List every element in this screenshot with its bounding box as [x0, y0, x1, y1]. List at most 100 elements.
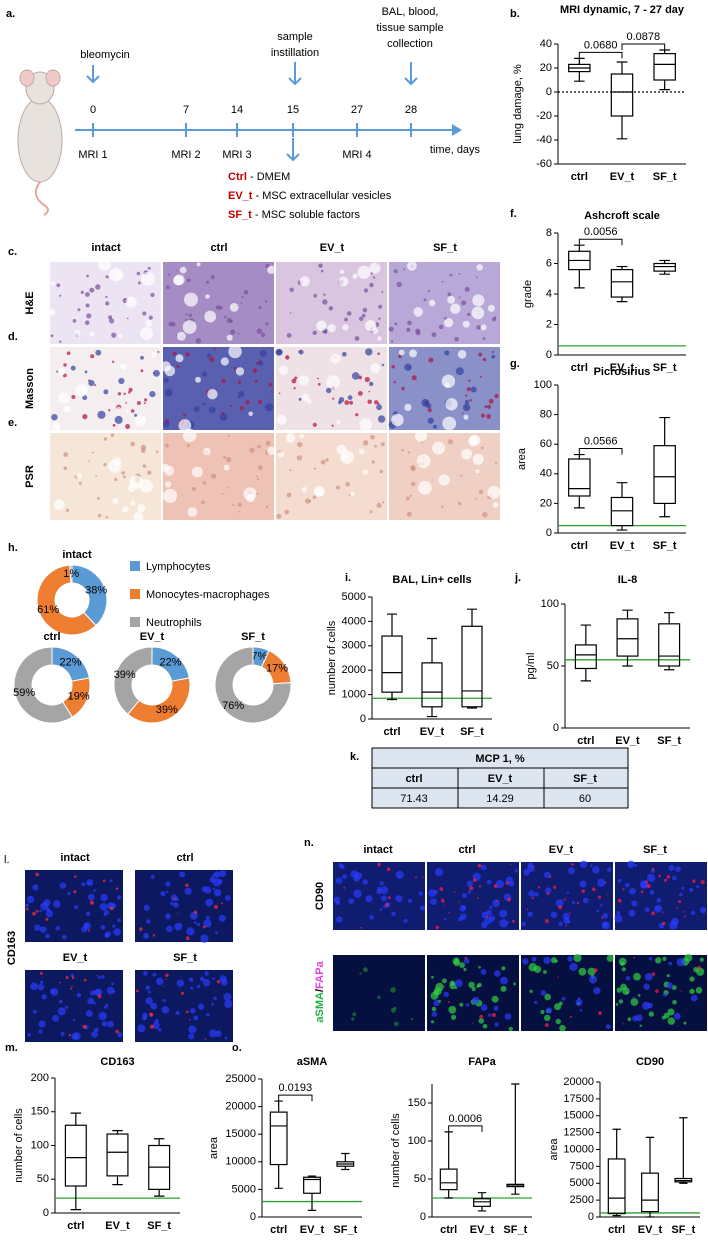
micrograph-feature	[256, 475, 258, 477]
value-label: 17%	[266, 663, 288, 675]
micrograph-feature	[210, 274, 215, 280]
mri-label: MRI 4	[342, 149, 371, 161]
micrograph-feature	[544, 993, 551, 1001]
micrograph-feature	[276, 349, 283, 356]
x-tick-label: ctrl	[571, 540, 588, 552]
x-tick-label: EV_t	[470, 1224, 495, 1236]
whisker	[645, 1211, 655, 1218]
x-tick-label: EV_t	[638, 1224, 663, 1236]
value-label: 7%	[251, 651, 267, 663]
micrograph-feature	[74, 875, 77, 878]
micrograph-feature	[666, 974, 670, 978]
micrograph-feature	[216, 874, 219, 878]
micrograph-feature	[342, 874, 348, 880]
micrograph-feature	[219, 413, 228, 421]
micrograph-feature	[441, 899, 445, 903]
y-tick-label: 1000	[342, 689, 366, 701]
micrograph-feature	[468, 981, 475, 988]
micrograph-feature	[430, 1020, 435, 1024]
micrograph-feature	[39, 909, 42, 913]
micrograph-feature	[265, 505, 269, 508]
micrograph-feature	[667, 1017, 675, 1025]
micrograph-feature	[133, 512, 144, 522]
event-arrow	[86, 65, 100, 84]
micrograph-feature	[130, 441, 136, 447]
micrograph-feature	[404, 363, 412, 371]
micrograph-feature	[676, 907, 679, 909]
micrograph-feature	[186, 927, 195, 936]
micrograph-feature	[394, 1021, 399, 1027]
micrograph-feature	[523, 869, 530, 876]
micrograph-feature	[30, 982, 38, 991]
micrograph-feature	[62, 934, 67, 940]
micrograph-feature	[618, 999, 624, 1004]
micrograph-feature	[482, 1024, 488, 1029]
micrograph-feature	[73, 890, 77, 894]
micrograph-feature	[74, 329, 81, 336]
micrograph-feature	[407, 898, 413, 904]
micrograph-feature	[338, 863, 344, 869]
legend-swatch	[130, 589, 140, 599]
micrograph-feature	[380, 442, 385, 447]
whisker	[574, 57, 585, 65]
micrograph-feature	[540, 990, 547, 996]
micrograph-feature	[95, 284, 101, 290]
micrograph-feature	[318, 263, 323, 268]
micrograph-feature	[130, 500, 136, 506]
micrograph-feature	[461, 300, 467, 306]
micrograph-feature	[286, 492, 292, 498]
micrograph-feature	[86, 879, 94, 886]
micrograph-feature	[206, 280, 210, 284]
micrograph-feature	[377, 352, 380, 356]
micrograph-feature	[672, 999, 677, 1005]
micrograph-feature	[51, 422, 61, 432]
micrograph-feature	[449, 982, 457, 990]
micrograph-feature	[147, 266, 151, 270]
micrograph-feature	[85, 303, 90, 308]
day-label: 14	[231, 104, 243, 116]
micrograph-feature	[169, 901, 174, 906]
micrograph-feature	[97, 994, 102, 999]
table-cell: 71.43	[400, 793, 428, 805]
micrograph-feature	[646, 883, 651, 889]
micrograph-feature	[428, 889, 436, 897]
micrograph-feature	[353, 875, 360, 882]
micrograph-feature	[401, 448, 405, 452]
micrograph-feature	[466, 1003, 470, 1007]
micrograph-feature	[444, 318, 454, 328]
micrograph-feature	[431, 975, 434, 979]
column-label: SF_t	[173, 952, 197, 964]
micrograph-feature	[203, 447, 211, 456]
micrograph-feature	[625, 976, 631, 981]
micrograph-feature	[369, 915, 374, 920]
micrograph-feature	[662, 993, 667, 997]
micrograph-feature	[360, 926, 363, 929]
micrograph-feature	[108, 268, 122, 282]
micrograph-feature	[491, 350, 494, 354]
micrograph-feature	[344, 400, 350, 405]
micrograph-feature	[237, 332, 240, 335]
y-tick-label: 5000	[232, 1183, 256, 1195]
micrograph-feature	[165, 890, 169, 893]
micrograph-feature	[338, 276, 349, 287]
micrograph-feature	[358, 448, 365, 455]
micrograph-feature	[434, 868, 444, 877]
micrograph-feature	[193, 910, 197, 914]
day-label: 7	[183, 104, 189, 116]
micrograph-feature	[413, 307, 424, 317]
micrograph-feature	[205, 898, 214, 907]
micrograph-feature	[140, 327, 154, 340]
micrograph-feature	[294, 376, 298, 380]
micrograph-feature	[108, 459, 122, 473]
micrograph-feature	[391, 365, 395, 369]
micrograph-feature	[50, 281, 56, 286]
micrograph-feature	[188, 1033, 195, 1040]
whisker	[70, 1112, 82, 1126]
micrograph-feature	[88, 460, 91, 463]
micrograph-feature	[76, 473, 83, 480]
micrograph-feature	[656, 898, 662, 903]
micrograph-feature	[72, 319, 77, 323]
micrograph-feature	[164, 481, 172, 488]
micrograph-feature	[71, 1033, 78, 1040]
micrograph-feature	[379, 907, 383, 911]
